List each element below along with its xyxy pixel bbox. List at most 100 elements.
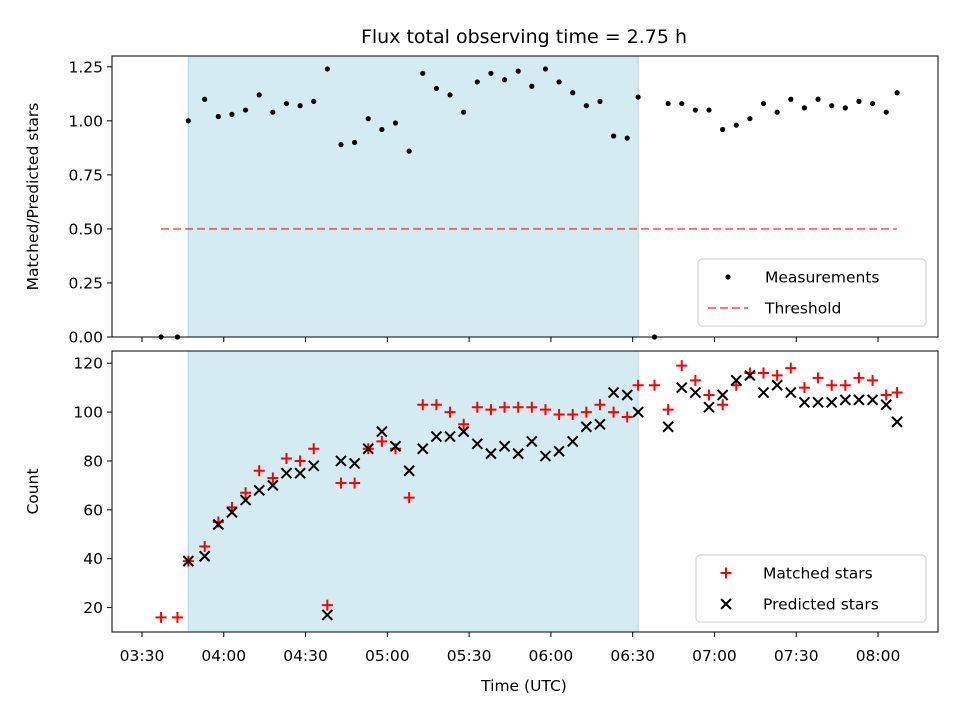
legend-label: Measurements (765, 269, 880, 287)
data-point (308, 443, 320, 455)
data-point (499, 401, 511, 413)
data-point (253, 465, 265, 477)
data-point (406, 148, 412, 154)
data-point (488, 70, 494, 76)
ratio-panel: 0.00 0.25 0.50 0.75 1.00 1.25 Matched/Predicte… (24, 55, 939, 347)
data-point (676, 360, 688, 372)
data-point (825, 396, 838, 409)
legend-label: Threshold (764, 300, 841, 318)
data-point (553, 445, 565, 457)
data-point (461, 109, 467, 115)
legend-marker (720, 598, 732, 610)
data-point (321, 599, 333, 611)
data-point (720, 126, 726, 133)
data-point (632, 406, 644, 418)
data-point (880, 399, 892, 411)
data-point (212, 518, 225, 531)
data-point (417, 443, 429, 455)
series-measurements (158, 66, 900, 340)
legend-label: Matched stars (763, 565, 873, 583)
data-point (556, 79, 562, 85)
data-point (256, 92, 262, 98)
data-point (771, 379, 783, 391)
data-point (498, 440, 511, 453)
legend-box (695, 554, 927, 623)
data-point (826, 379, 838, 391)
data-point (771, 369, 783, 381)
data-point (215, 113, 221, 120)
data-point (662, 421, 674, 433)
data-point (321, 609, 334, 621)
y-tick-label: 0.75 (68, 166, 103, 184)
data-point (430, 430, 443, 443)
data-point (457, 425, 470, 438)
data-point (392, 120, 399, 126)
data-point (703, 401, 715, 413)
data-point (774, 109, 780, 115)
data-point (608, 406, 620, 418)
x-tick-label: 05:30 (447, 647, 492, 665)
data-point (798, 396, 811, 409)
data-point (856, 98, 862, 104)
x-tick-label: 06:30 (610, 647, 655, 665)
data-point (365, 116, 371, 122)
data-point (420, 70, 426, 76)
data-point (744, 369, 756, 382)
data-point (610, 133, 617, 139)
data-point (624, 135, 630, 141)
data-point (338, 142, 344, 148)
x-tick-label: 07:00 (692, 647, 737, 665)
data-point (171, 611, 183, 623)
data-point (665, 100, 671, 107)
data-point (869, 100, 876, 107)
data-point (240, 487, 252, 499)
data-point (757, 386, 770, 399)
observing-interval-band (187, 350, 639, 633)
legend-marker (725, 274, 731, 280)
data-point (594, 418, 606, 431)
legend-label: Predicted stars (763, 596, 879, 614)
y-axis-label: Count (24, 468, 42, 514)
data-point (512, 447, 524, 460)
data-point (403, 492, 415, 504)
count-panel: 20 40 60 80 100 120 03:30 04:00 04:30 05:00 05:30 0… (24, 350, 939, 665)
legend: Matched stars Predicted stars (695, 554, 927, 623)
data-point (335, 455, 347, 467)
data-point (239, 494, 252, 506)
data-point (199, 540, 211, 552)
y-tick-label: 1.25 (68, 58, 103, 76)
y-tick-label: 0.50 (68, 220, 103, 238)
data-point (607, 386, 620, 399)
x-tick-label: 08:00 (856, 647, 901, 665)
y-tick-label: 40 (83, 550, 103, 568)
data-point (515, 68, 521, 74)
data-point (512, 401, 524, 413)
data-point (839, 379, 851, 391)
y-tick-label: 120 (73, 355, 103, 373)
data-point (788, 96, 794, 102)
data-point (542, 66, 549, 72)
x-tick-label: 04:30 (283, 647, 328, 665)
data-point (594, 399, 606, 411)
data-point (716, 389, 729, 401)
data-point (883, 109, 889, 115)
data-point (785, 386, 797, 399)
plot-frame (111, 55, 939, 338)
data-point (444, 406, 456, 418)
data-point (447, 92, 453, 98)
data-point (798, 382, 810, 394)
x-tick-label: 05:00 (365, 647, 410, 665)
data-point (335, 477, 347, 489)
data-point (853, 372, 865, 384)
data-point (430, 399, 442, 411)
data-point (444, 430, 456, 443)
data-point (815, 96, 821, 102)
legend: Measurements Threshold (697, 258, 927, 327)
data-point (829, 103, 835, 109)
y-tick-label: 100 (73, 404, 103, 422)
data-point (867, 374, 879, 386)
data-point (270, 109, 276, 115)
data-point (417, 399, 429, 411)
data-point (376, 425, 388, 438)
